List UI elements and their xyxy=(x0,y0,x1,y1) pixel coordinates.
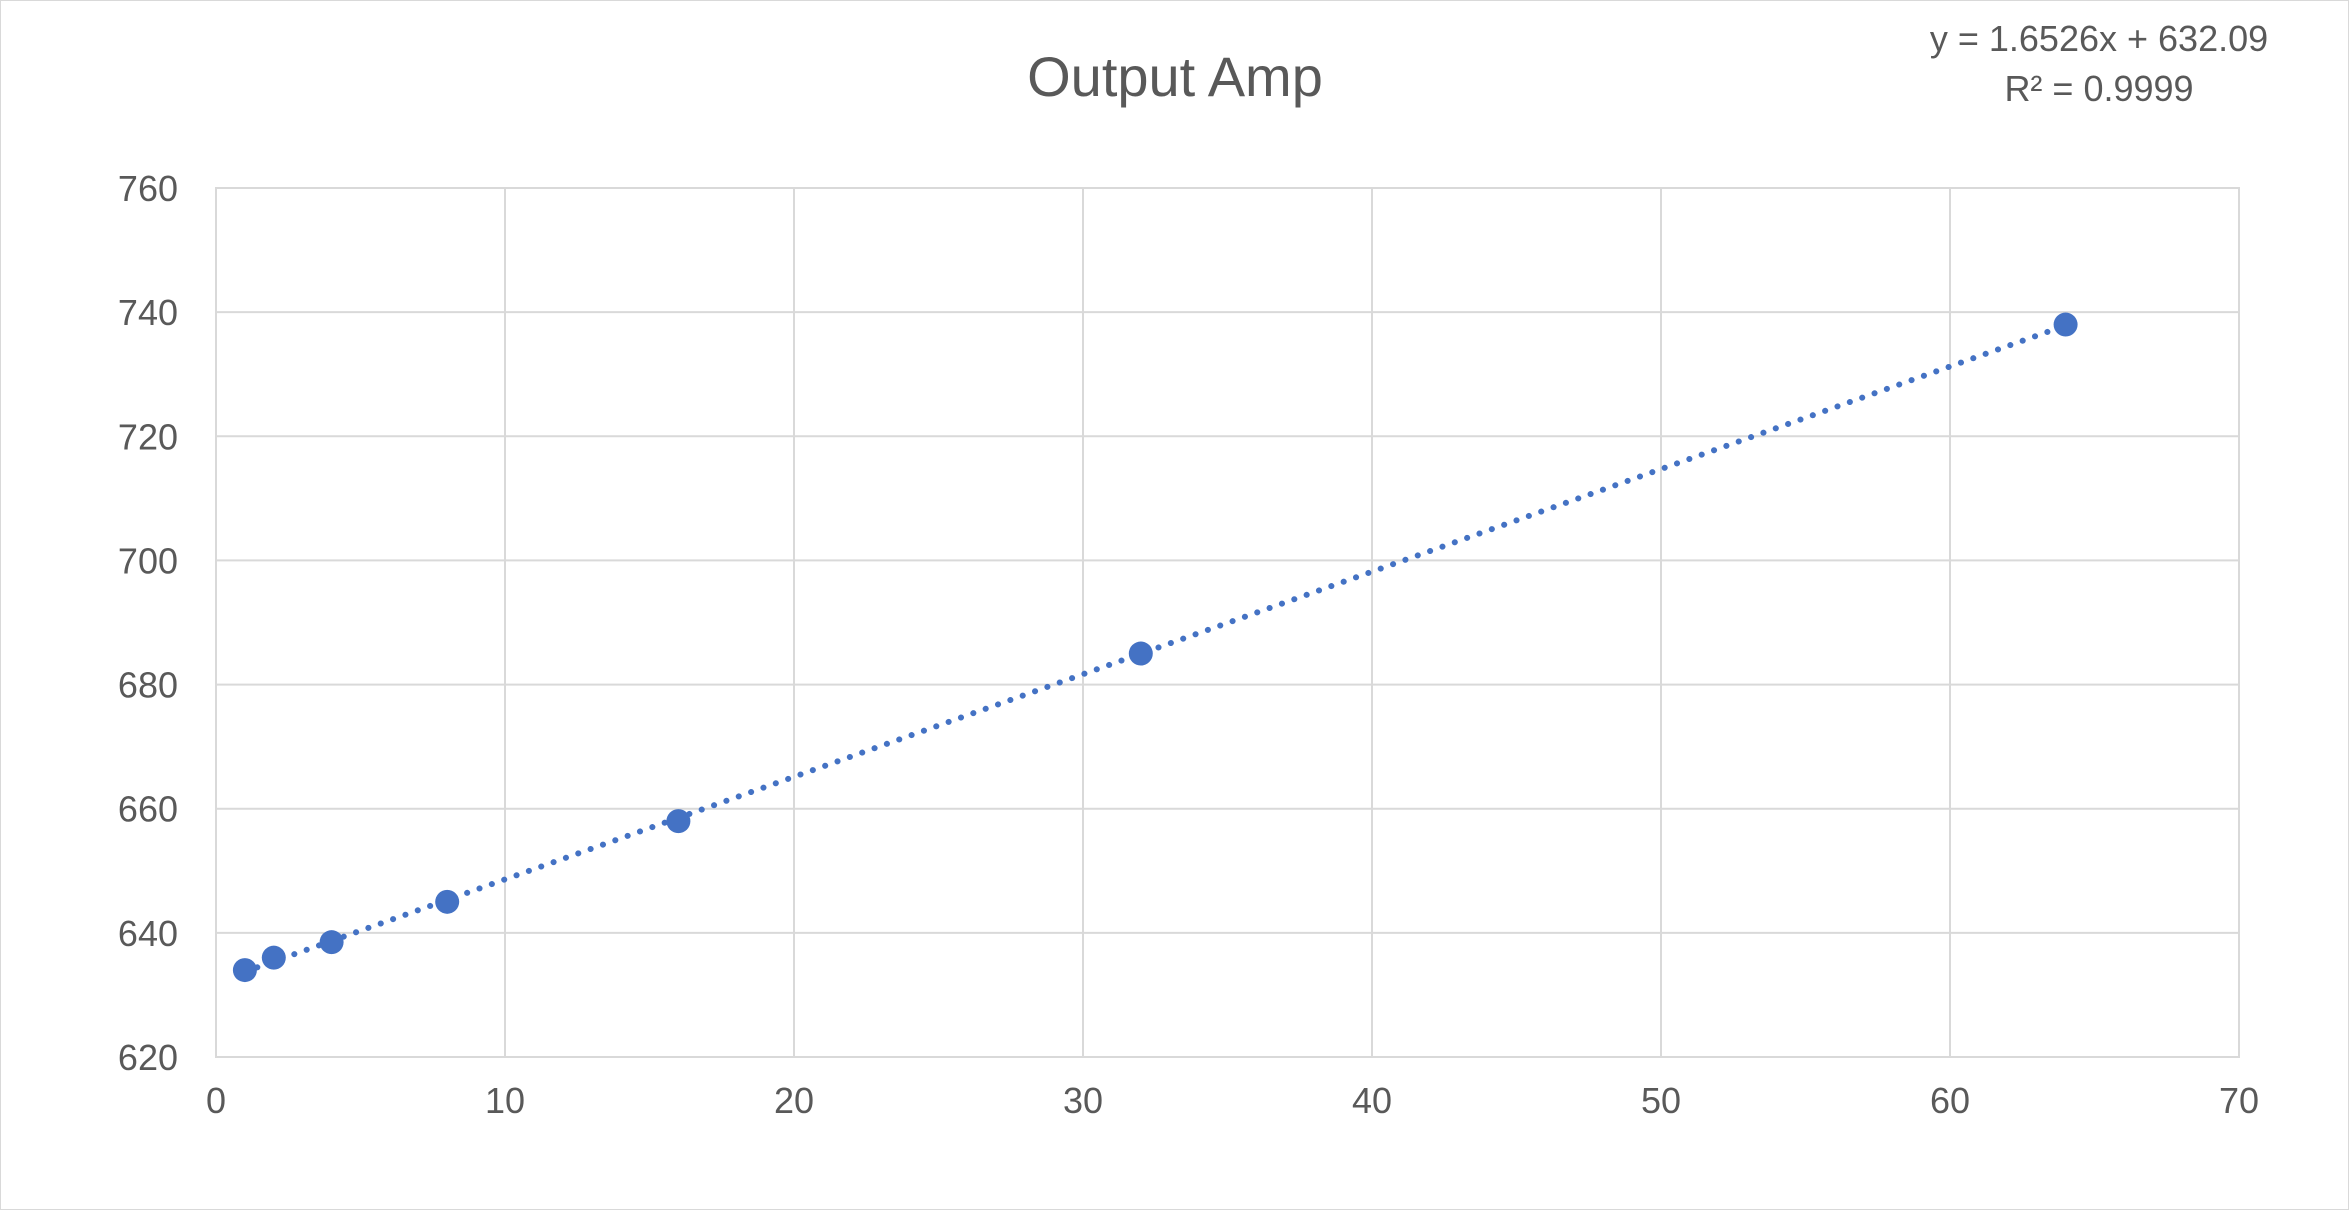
trendline-equation-label: y = 1.6526x + 632.09 xyxy=(1930,18,2268,59)
data-point xyxy=(1128,641,1153,666)
trendline-path xyxy=(241,322,2069,975)
x-tick-label: 30 xyxy=(1063,1080,1103,1121)
y-tick-label: 680 xyxy=(118,665,178,706)
chart-title: Output Amp xyxy=(1027,45,1323,108)
x-tick-label: 10 xyxy=(485,1080,525,1121)
x-tick-label: 70 xyxy=(2219,1080,2259,1121)
x-tick-label: 60 xyxy=(1930,1080,1970,1121)
data-point xyxy=(2053,312,2078,337)
data-point xyxy=(435,889,460,914)
y-tick-label: 740 xyxy=(118,292,178,333)
plot-area-border xyxy=(215,187,2240,1058)
data-point xyxy=(319,930,344,955)
trendline xyxy=(241,322,2069,975)
y-tick-label: 720 xyxy=(118,416,178,457)
x-tick-label: 0 xyxy=(206,1080,226,1121)
data-point xyxy=(232,958,257,983)
y-tick-label: 620 xyxy=(118,1037,178,1078)
x-tick-label: 40 xyxy=(1352,1080,1392,1121)
gridlines xyxy=(215,187,2240,1058)
y-tick-label: 660 xyxy=(118,789,178,830)
data-point xyxy=(261,945,286,970)
y-tick-label: 760 xyxy=(118,168,178,209)
y-tick-label: 640 xyxy=(118,913,178,954)
data-point xyxy=(666,809,691,834)
trendline-r-squared-label: R² = 0.9999 xyxy=(2004,68,2193,109)
x-tick-label: 50 xyxy=(1641,1080,1681,1121)
data-points xyxy=(232,312,2078,983)
x-tick-label: 20 xyxy=(774,1080,814,1121)
axis-tick-labels: 620 640 660 680 700 720 740 760 0 10 20 30 40 50 60 70 xyxy=(118,168,2259,1121)
y-tick-label: 700 xyxy=(118,540,178,581)
